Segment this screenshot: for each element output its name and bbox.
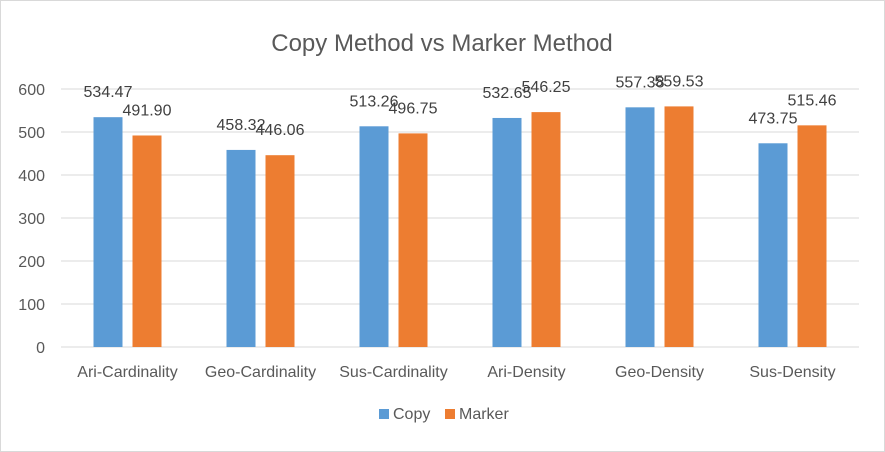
y-tick-label: 100 [18,297,45,314]
y-tick-label: 600 [18,82,45,99]
data-label-copy: 473.75 [749,110,798,127]
x-tick-label: Sus-Cardinality [339,364,447,381]
y-tick-label: 500 [18,125,45,142]
y-tick-label: 0 [36,340,45,357]
bar-copy-ari-density [492,117,522,347]
data-label-copy: 513.26 [350,93,399,110]
x-tick-label: Ari-Cardinality [77,364,177,381]
x-axis-ticks: Ari-Cardinality Geo-Cardinality Sus-Cardin… [77,364,835,381]
data-label-marker: 515.46 [788,92,837,109]
bar-marker-geo-cardinality [265,155,295,347]
x-tick-label: Ari-Density [487,364,565,381]
x-tick-label: Geo-Cardinality [205,364,316,381]
y-tick-label: 400 [18,168,45,185]
bar-copy-sus-cardinality [359,126,389,347]
chart-title: Copy Method vs Marker Method [271,30,612,57]
legend-label-marker: Marker [459,406,509,423]
data-label-marker: 559.53 [655,73,704,90]
bar-marker-sus-density [797,125,827,347]
bar-copy-ari-cardinality [93,117,123,347]
data-label-marker: 496.75 [389,100,438,117]
bar-marker-ari-density [531,112,561,347]
gridlines [61,88,859,348]
data-label-copy: 458.32 [217,117,266,134]
y-tick-label: 200 [18,254,45,271]
bar-copy-sus-density [758,143,788,347]
x-tick-label: Geo-Density [615,364,704,381]
data-label-copy: 532.65 [483,85,532,102]
bar-copy-geo-cardinality [226,149,256,347]
legend-swatch-copy [379,409,389,419]
legend-swatch-marker [445,409,455,419]
data-label-marker: 491.90 [123,102,172,119]
bar-marker-geo-density [664,106,694,347]
legend: Copy Marker [379,406,509,423]
data-label-copy: 557.38 [616,74,665,91]
bars [93,106,827,347]
bar-copy-geo-density [625,107,655,347]
x-tick-label: Sus-Density [749,364,835,381]
data-label-marker: 546.25 [522,79,571,96]
y-axis-ticks: 0 100 200 300 400 500 600 [18,82,45,357]
bar-marker-ari-cardinality [132,135,162,347]
data-label-marker: 446.06 [256,122,305,139]
data-label-copy: 534.47 [84,84,133,101]
bar-marker-sus-cardinality [398,133,428,347]
legend-label-copy: Copy [393,406,430,423]
y-tick-label: 300 [18,211,45,228]
